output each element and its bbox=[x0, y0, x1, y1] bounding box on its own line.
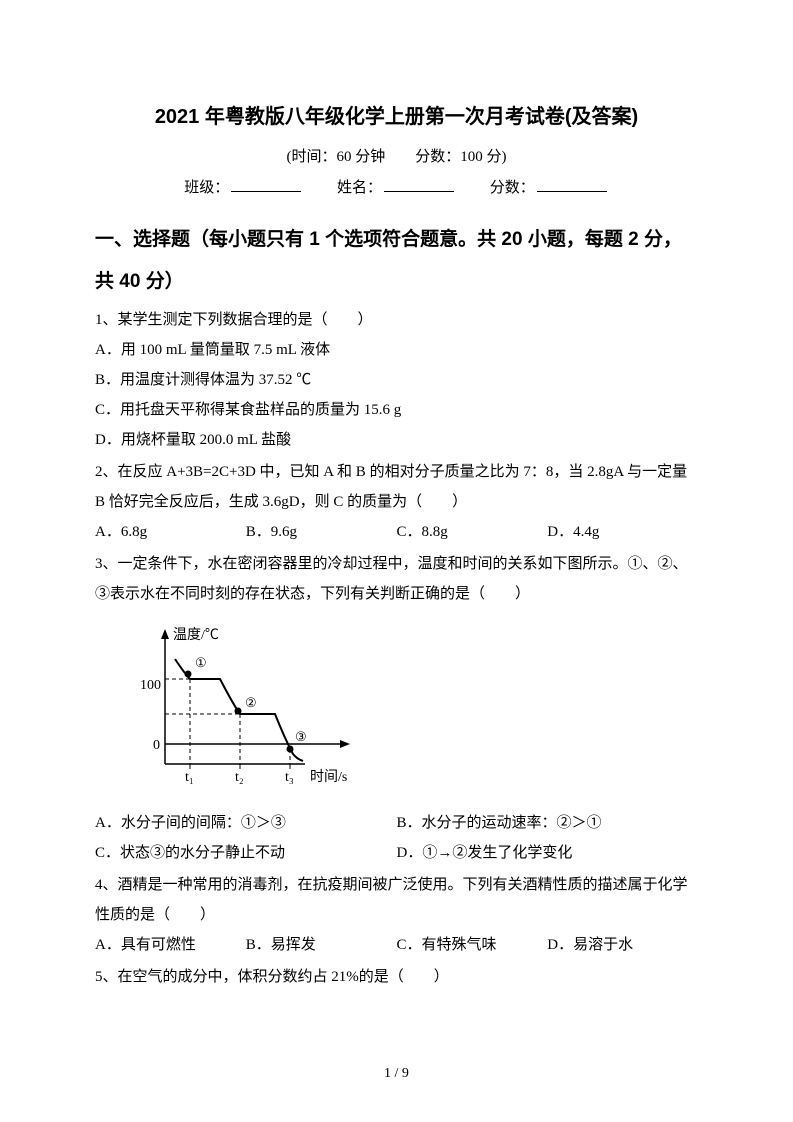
q1-opt-a: A．用 100 mL 量筒量取 7.5 mL 液体 bbox=[95, 335, 698, 365]
x-tick-t2: t₂ bbox=[235, 770, 244, 785]
cooling-chart-svg: 温度/℃ 时间/s 100 0 t₁ t₂ t₃ ① ② ③ bbox=[115, 619, 365, 799]
q5-stem: 5、在空气的成分中，体积分数约占 21%的是（ ） bbox=[95, 962, 698, 992]
q4-options: A．具有可燃性 B．易挥发 C．有特殊气味 D．易溶于水 bbox=[95, 930, 698, 960]
q3-stem: 3、一定条件下，水在密闭容器里的冷却过程中，温度和时间的关系如下图所示。①、②、… bbox=[95, 549, 698, 609]
q2-opt-b: B．9.6g bbox=[246, 517, 397, 547]
marker-3: ③ bbox=[295, 729, 307, 744]
name-label: 姓名： bbox=[337, 180, 382, 196]
q3-opt-d: D．①→②发生了化学变化 bbox=[397, 838, 699, 868]
section-1-heading: 一、选择题（每小题只有 1 个选项符合题意。共 20 小题，每题 2 分，共 4… bbox=[95, 219, 698, 303]
x-tick-t3: t₃ bbox=[285, 770, 294, 785]
q2-opt-d: D．4.4g bbox=[547, 517, 698, 547]
q1-opt-c: C．用托盘天平称得某食盐样品的质量为 15.6 g bbox=[95, 395, 698, 425]
score-label: 分数： bbox=[490, 180, 535, 196]
q4-stem: 4、酒精是一种常用的消毒剂，在抗疫期间被广泛使用。下列有关酒精性质的描述属于化学… bbox=[95, 870, 698, 930]
score-blank bbox=[537, 191, 607, 192]
q1-opt-d: D．用烧杯量取 200.0 mL 盐酸 bbox=[95, 425, 698, 455]
x-axis-label: 时间/s bbox=[310, 769, 347, 785]
q4-opt-b: B．易挥发 bbox=[246, 930, 397, 960]
q3-opt-c: C．状态③的水分子静止不动 bbox=[95, 838, 397, 868]
q2-stem: 2、在反应 A+3B=2C+3D 中，已知 A 和 B 的相对分子质量之比为 7… bbox=[95, 457, 698, 517]
q2-opt-c: C．8.8g bbox=[397, 517, 548, 547]
q3-opt-b: B．水分子的运动速率：②＞① bbox=[397, 808, 699, 838]
x-tick-t1: t₁ bbox=[185, 770, 194, 785]
exam-subtitle: (时间：60 分钟 分数：100 分) bbox=[95, 145, 698, 166]
y-tick-100: 100 bbox=[140, 678, 161, 693]
q3-chart: 温度/℃ 时间/s 100 0 t₁ t₂ t₃ ① ② ③ bbox=[115, 619, 698, 804]
q4-opt-a: A．具有可燃性 bbox=[95, 930, 246, 960]
name-blank bbox=[384, 191, 454, 192]
y-axis-label: 温度/℃ bbox=[173, 627, 219, 643]
q1-stem: 1、某学生测定下列数据合理的是（ ） bbox=[95, 305, 698, 335]
q2-opt-a: A．6.8g bbox=[95, 517, 246, 547]
q2-options: A．6.8g B．9.6g C．8.8g D．4.4g bbox=[95, 517, 698, 547]
q4-opt-c: C．有特殊气味 bbox=[397, 930, 548, 960]
exam-title: 2021 年粤教版八年级化学上册第一次月考试卷(及答案) bbox=[95, 100, 698, 129]
q4-opt-d: D．易溶于水 bbox=[547, 930, 698, 960]
class-label: 班级： bbox=[184, 180, 229, 196]
q3-options-row2: C．状态③的水分子静止不动 D．①→②发生了化学变化 bbox=[95, 838, 698, 868]
page-number: 1 / 9 bbox=[0, 1066, 793, 1082]
marker-2: ② bbox=[245, 695, 257, 710]
q3-opt-a: A．水分子间的间隔：①＞③ bbox=[95, 808, 397, 838]
info-line: 班级： 姓名： 分数： bbox=[95, 176, 698, 197]
q3-options-row1: A．水分子间的间隔：①＞③ B．水分子的运动速率：②＞① bbox=[95, 808, 698, 838]
class-blank bbox=[231, 191, 301, 192]
y-tick-0: 0 bbox=[153, 738, 160, 753]
marker-1: ① bbox=[195, 655, 207, 670]
q1-opt-b: B．用温度计测得体温为 37.52 ℃ bbox=[95, 365, 698, 395]
